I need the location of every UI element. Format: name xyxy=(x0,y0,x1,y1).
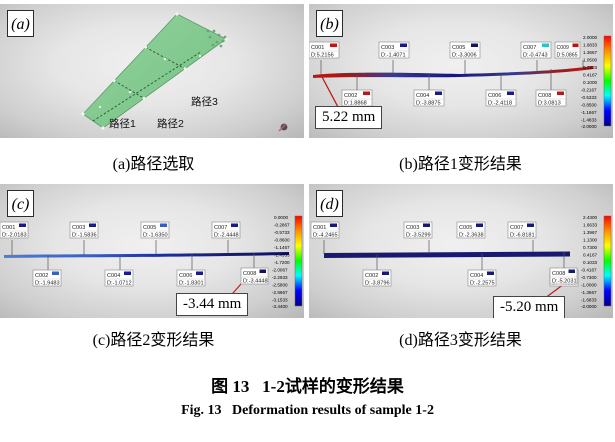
svg-text:D:-1.8301: D:-1.8301 xyxy=(179,281,204,287)
svg-text:C001: C001 xyxy=(311,45,324,51)
svg-text:-3.4400: -3.4400 xyxy=(272,304,288,309)
svg-text:-1.6833: -1.6833 xyxy=(581,298,597,303)
svg-text:D:-0.4743: D:-0.4743 xyxy=(523,53,548,59)
svg-text:-0.2867: -0.2867 xyxy=(274,223,290,228)
svg-text:-1.1467: -1.1467 xyxy=(274,245,290,250)
svg-text:C007: C007 xyxy=(510,225,523,231)
svg-text:0.4167: 0.4167 xyxy=(583,253,597,258)
svg-text:C007: C007 xyxy=(214,225,227,231)
svg-text:C003: C003 xyxy=(72,225,85,231)
svg-text:C004: C004 xyxy=(470,273,483,279)
svg-text:-0.8600: -0.8600 xyxy=(274,238,290,243)
svg-text:D:-3.8875: D:-3.8875 xyxy=(416,101,441,107)
svg-text:-2.2933: -2.2933 xyxy=(272,275,288,280)
svg-text:-0.4167: -0.4167 xyxy=(581,268,597,273)
svg-text:C004: C004 xyxy=(107,273,120,279)
svg-text:D:-2.4448: D:-2.4448 xyxy=(214,233,239,239)
svg-text:D:-2.3638: D:-2.3638 xyxy=(459,233,484,239)
svg-text:C003: C003 xyxy=(381,45,394,51)
svg-text:D:-2.2575: D:-2.2575 xyxy=(470,281,495,287)
svg-text:D:-4.2465: D:-4.2465 xyxy=(313,233,338,239)
svg-text:-0.7300: -0.7300 xyxy=(581,275,597,280)
svg-text:C005: C005 xyxy=(452,45,465,51)
svg-text:D:-1.9483: D:-1.9483 xyxy=(35,281,60,287)
svg-text:0.1000: 0.1000 xyxy=(583,80,597,85)
svg-text:C008: C008 xyxy=(538,93,551,99)
svg-text:C008: C008 xyxy=(243,271,256,277)
svg-text:2.0000: 2.0000 xyxy=(583,35,597,40)
svg-text:0.1033: 0.1033 xyxy=(583,260,597,265)
svg-text:-3.1533: -3.1533 xyxy=(272,298,288,303)
svg-text:C002: C002 xyxy=(35,273,48,279)
svg-text:-0.2167: -0.2167 xyxy=(581,88,597,93)
svg-text:-2.0067: -2.0067 xyxy=(272,268,288,273)
svg-text:0.0000: 0.0000 xyxy=(274,215,288,220)
svg-text:-0.5333: -0.5333 xyxy=(581,95,597,100)
svg-text:D:-3.3006: D:-3.3006 xyxy=(452,53,477,59)
svg-text:C001: C001 xyxy=(2,225,15,231)
svg-text:C005: C005 xyxy=(459,225,472,231)
svg-text:D:5.0865: D:5.0865 xyxy=(557,53,578,59)
svg-text:D:-2.0183: D:-2.0183 xyxy=(2,233,27,239)
svg-text:-0.5733: -0.5733 xyxy=(274,230,290,235)
svg-text:C002: C002 xyxy=(344,93,357,99)
svg-text:D:5.2156: D:5.2156 xyxy=(311,53,334,59)
svg-text:1.3667: 1.3667 xyxy=(583,50,597,55)
svg-text:-1.7200: -1.7200 xyxy=(274,260,290,265)
svg-text:-1.4833: -1.4833 xyxy=(581,118,597,123)
svg-text:0.4167: 0.4167 xyxy=(583,73,597,78)
svg-text:路径1: 路径1 xyxy=(109,117,136,130)
svg-text:D:-1.0712: D:-1.0712 xyxy=(107,281,132,287)
svg-text:D:-1.5836: D:-1.5836 xyxy=(72,233,97,239)
svg-text:-2.0000: -2.0000 xyxy=(581,124,597,129)
svg-text:0.7300: 0.7300 xyxy=(583,245,597,250)
svg-text:0.7333: 0.7333 xyxy=(583,65,597,70)
svg-text:-2.0000: -2.0000 xyxy=(581,304,597,309)
svg-text:D:-6.8181: D:-6.8181 xyxy=(510,233,535,239)
svg-text:C007: C007 xyxy=(523,45,536,51)
svg-text:1.0500: 1.0500 xyxy=(583,58,597,63)
svg-text:1.1300: 1.1300 xyxy=(583,238,597,243)
svg-text:2.4300: 2.4300 xyxy=(583,215,597,220)
svg-text:路径2: 路径2 xyxy=(157,117,184,130)
svg-text:C006: C006 xyxy=(179,273,192,279)
svg-text:路径3: 路径3 xyxy=(191,95,218,108)
svg-text:C004: C004 xyxy=(416,93,429,99)
svg-text:-2.8667: -2.8667 xyxy=(272,290,288,295)
svg-text:D:-3.8796: D:-3.8796 xyxy=(365,281,390,287)
svg-text:D:3.0813: D:3.0813 xyxy=(538,101,561,107)
svg-text:-1.4333: -1.4333 xyxy=(274,253,290,258)
svg-text:1.3967: 1.3967 xyxy=(583,230,597,235)
svg-text:-1.1667: -1.1667 xyxy=(581,110,597,115)
svg-text:C002: C002 xyxy=(365,273,378,279)
svg-text:C008: C008 xyxy=(552,271,565,277)
svg-text:D:-3.5299: D:-3.5299 xyxy=(406,233,431,239)
svg-text:-1.0000: -1.0000 xyxy=(581,283,597,288)
svg-text:D:-1.6350: D:-1.6350 xyxy=(143,233,168,239)
svg-text:C003: C003 xyxy=(406,225,419,231)
svg-text:C009: C009 xyxy=(557,45,570,51)
svg-text:1.6633: 1.6633 xyxy=(583,223,597,228)
svg-text:D:-5.2031: D:-5.2031 xyxy=(552,279,577,285)
svg-text:1.6833: 1.6833 xyxy=(583,43,597,48)
svg-text:C006: C006 xyxy=(488,93,501,99)
svg-text:-2.5800: -2.5800 xyxy=(272,283,288,288)
svg-text:C005: C005 xyxy=(143,225,156,231)
svg-text:C001: C001 xyxy=(313,225,326,231)
svg-text:D:-3.4448: D:-3.4448 xyxy=(243,279,268,285)
svg-text:-0.8500: -0.8500 xyxy=(581,103,597,108)
svg-text:D:-2.4118: D:-2.4118 xyxy=(488,101,512,107)
svg-text:D:-1.4071: D:-1.4071 xyxy=(381,53,406,59)
svg-text:-1.3667: -1.3667 xyxy=(581,290,597,295)
